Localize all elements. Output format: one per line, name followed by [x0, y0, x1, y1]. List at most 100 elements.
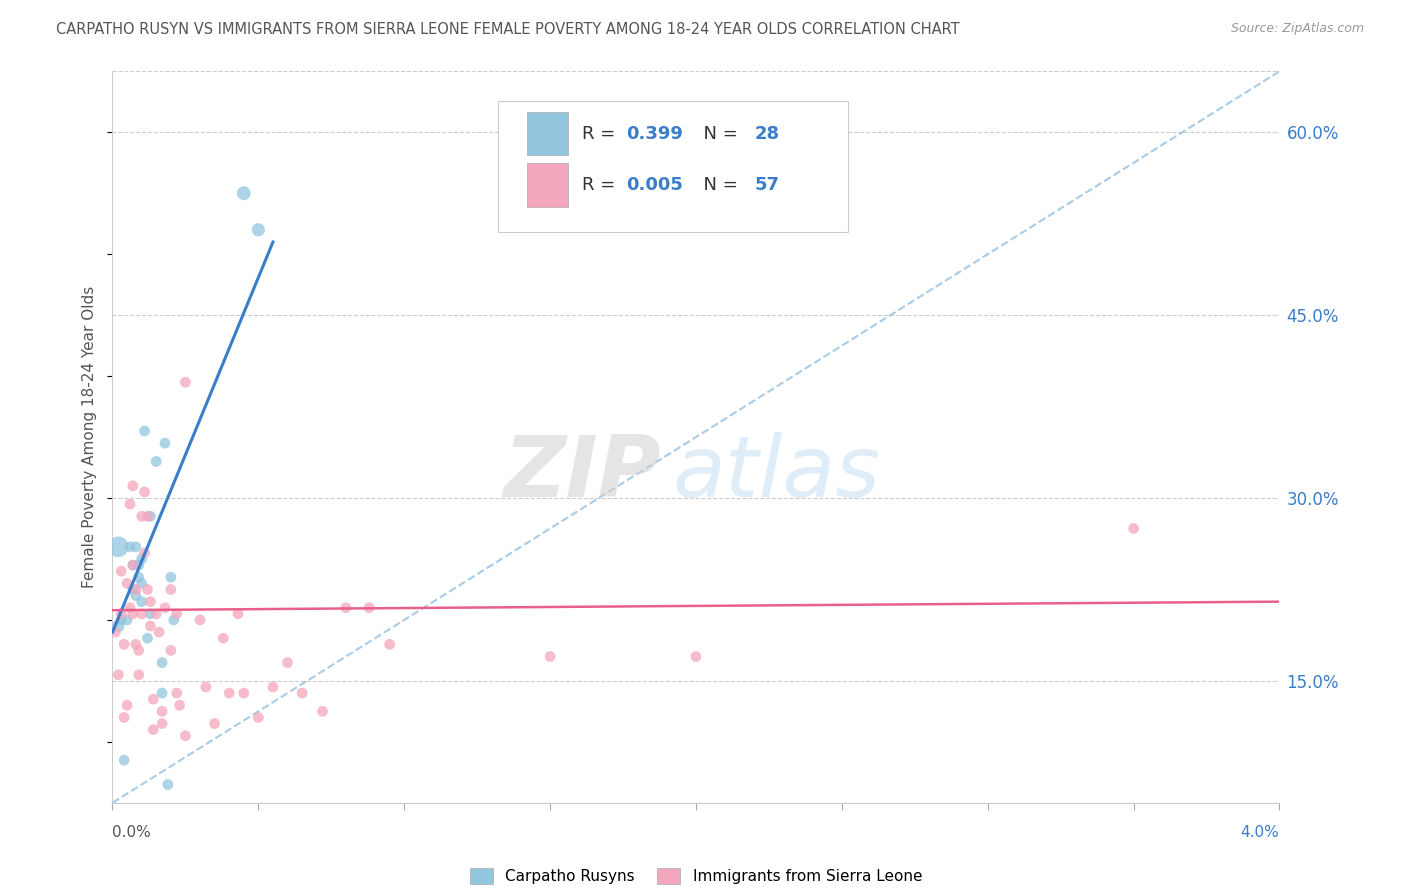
Point	[378, 637, 401, 651]
Point	[139, 595, 162, 609]
Text: 0.0%: 0.0%	[112, 825, 152, 840]
Text: atlas: atlas	[672, 432, 880, 516]
Bar	[527, 162, 568, 207]
Legend: Carpatho Rusyns, Immigrants from Sierra Leone: Carpatho Rusyns, Immigrants from Sierra …	[464, 862, 928, 890]
Text: ZIP: ZIP	[503, 432, 661, 516]
Point	[122, 558, 145, 573]
Point	[163, 613, 186, 627]
Point	[218, 686, 240, 700]
Point	[134, 424, 156, 438]
Point	[212, 632, 235, 646]
Point	[188, 613, 211, 627]
Point	[122, 607, 145, 621]
Point	[122, 479, 145, 493]
Point	[107, 667, 129, 682]
Point	[194, 680, 217, 694]
Text: 57: 57	[754, 176, 779, 194]
Point	[110, 607, 132, 621]
Point	[145, 607, 167, 621]
Point	[276, 656, 298, 670]
Point	[139, 509, 162, 524]
Text: CARPATHO RUSYN VS IMMIGRANTS FROM SIERRA LEONE FEMALE POVERTY AMONG 18-24 YEAR O: CARPATHO RUSYN VS IMMIGRANTS FROM SIERRA…	[56, 22, 960, 37]
Bar	[527, 112, 568, 155]
Point	[128, 643, 150, 657]
Text: Source: ZipAtlas.com: Source: ZipAtlas.com	[1230, 22, 1364, 36]
Y-axis label: Female Poverty Among 18-24 Year Olds: Female Poverty Among 18-24 Year Olds	[82, 286, 97, 588]
Point	[131, 552, 153, 566]
Point	[262, 680, 284, 694]
Point	[128, 667, 150, 682]
Point	[247, 710, 270, 724]
Point	[538, 649, 561, 664]
Point	[134, 485, 156, 500]
Text: 4.0%: 4.0%	[1240, 825, 1279, 840]
Point	[125, 637, 148, 651]
Point	[112, 710, 135, 724]
Text: N =: N =	[693, 176, 744, 194]
Point	[153, 436, 176, 450]
Point	[115, 576, 138, 591]
Point	[136, 509, 159, 524]
Point	[359, 600, 381, 615]
Point	[150, 686, 173, 700]
Point	[174, 376, 197, 390]
Point	[104, 625, 127, 640]
Point	[160, 582, 183, 597]
Point	[107, 619, 129, 633]
Point	[150, 656, 173, 670]
Point	[112, 753, 135, 767]
Point	[122, 558, 145, 573]
Point	[685, 649, 707, 664]
Point	[122, 582, 145, 597]
Point	[139, 607, 162, 621]
Point	[247, 223, 270, 237]
Point	[115, 698, 138, 713]
Point	[110, 613, 132, 627]
Point	[148, 625, 170, 640]
Point	[166, 607, 188, 621]
Point	[1122, 521, 1144, 535]
Point	[118, 600, 141, 615]
Point	[160, 570, 183, 584]
Point	[118, 497, 141, 511]
Point	[153, 600, 176, 615]
Point	[145, 454, 167, 468]
Point	[131, 576, 153, 591]
Text: R =: R =	[582, 125, 620, 143]
Point	[232, 686, 254, 700]
Point	[118, 540, 141, 554]
Text: R =: R =	[582, 176, 620, 194]
Point	[131, 595, 153, 609]
Point	[291, 686, 314, 700]
Point	[150, 705, 173, 719]
Point	[128, 558, 150, 573]
Point	[131, 509, 153, 524]
Text: 28: 28	[754, 125, 779, 143]
Point	[136, 582, 159, 597]
Point	[125, 589, 148, 603]
Point	[169, 698, 191, 713]
Point	[136, 632, 159, 646]
Point	[166, 686, 188, 700]
Point	[125, 540, 148, 554]
Point	[107, 540, 129, 554]
Point	[110, 564, 132, 578]
Point	[156, 778, 179, 792]
Point	[204, 716, 226, 731]
Point	[128, 570, 150, 584]
Point	[142, 723, 165, 737]
FancyBboxPatch shape	[498, 101, 848, 232]
Point	[125, 582, 148, 597]
Text: 0.005: 0.005	[626, 176, 683, 194]
Text: N =: N =	[693, 125, 744, 143]
Point	[112, 637, 135, 651]
Point	[174, 729, 197, 743]
Point	[131, 607, 153, 621]
Point	[226, 607, 249, 621]
Point	[335, 600, 357, 615]
Point	[311, 705, 333, 719]
Point	[160, 643, 183, 657]
Point	[142, 692, 165, 706]
Text: 0.399: 0.399	[626, 125, 683, 143]
Point	[115, 613, 138, 627]
